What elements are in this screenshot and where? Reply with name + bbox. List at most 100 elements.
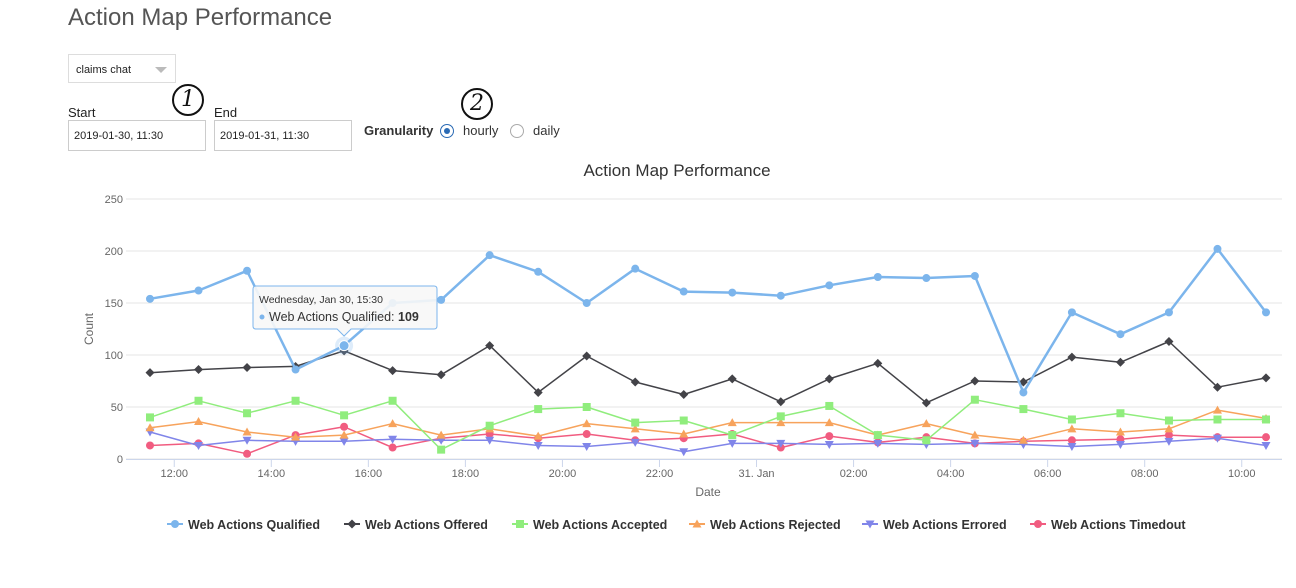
data-point[interactable]: [242, 427, 252, 436]
data-point[interactable]: [679, 429, 689, 438]
data-point[interactable]: [582, 403, 591, 411]
data-point[interactable]: [485, 421, 494, 430]
data-point[interactable]: [485, 341, 495, 351]
data-point[interactable]: [582, 419, 592, 428]
data-point[interactable]: [146, 294, 154, 303]
source-dropdown[interactable]: claims chat: [68, 54, 176, 83]
legend-item[interactable]: Web Actions Offered: [344, 518, 488, 532]
data-point[interactable]: [1067, 424, 1077, 433]
data-point[interactable]: [1262, 308, 1270, 317]
data-point[interactable]: [679, 448, 689, 457]
data-point[interactable]: [146, 441, 154, 450]
data-point[interactable]: [436, 430, 446, 439]
data-point[interactable]: [1067, 436, 1076, 445]
data-point[interactable]: [873, 273, 882, 281]
data-point[interactable]: [824, 418, 834, 427]
data-point[interactable]: [727, 374, 737, 384]
data-point[interactable]: [582, 430, 591, 439]
data-point[interactable]: [533, 441, 543, 450]
data-point[interactable]: [1164, 416, 1173, 425]
data-point[interactable]: [145, 423, 155, 432]
legend-marker[interactable]: [171, 520, 179, 528]
data-point[interactable]: [728, 288, 737, 297]
radio-daily[interactable]: [510, 124, 524, 138]
data-point[interactable]: [242, 362, 252, 372]
data-point[interactable]: [1261, 441, 1271, 450]
data-point[interactable]: [922, 436, 931, 445]
data-point[interactable]: [1164, 308, 1173, 317]
data-point[interactable]: [1067, 308, 1076, 317]
data-point[interactable]: [388, 443, 397, 452]
data-point[interactable]: [194, 365, 204, 375]
legend-item[interactable]: Web Actions Timedout: [1030, 518, 1186, 532]
end-date-input[interactable]: 2019-01-31, 11:30: [214, 120, 352, 151]
data-point[interactable]: [1018, 435, 1028, 444]
data-point[interactable]: [776, 397, 786, 407]
data-point[interactable]: [533, 431, 543, 440]
data-point[interactable]: [388, 419, 398, 428]
data-point[interactable]: [194, 396, 203, 405]
legend-item[interactable]: Web Actions Qualified: [167, 518, 320, 532]
data-point[interactable]: [582, 351, 592, 361]
legend-marker[interactable]: [692, 519, 702, 528]
data-point[interactable]: [825, 432, 834, 441]
data-point[interactable]: [630, 377, 640, 387]
data-point[interactable]: [776, 439, 786, 448]
data-point[interactable]: [582, 299, 591, 307]
data-point[interactable]: [582, 443, 592, 452]
data-point[interactable]: [1261, 373, 1271, 383]
data-point[interactable]: [388, 396, 397, 405]
data-point[interactable]: [873, 439, 883, 448]
data-point[interactable]: [242, 436, 252, 445]
data-point[interactable]: [824, 374, 834, 384]
data-point[interactable]: [970, 439, 980, 448]
data-point[interactable]: [727, 439, 737, 448]
data-point[interactable]: [970, 376, 980, 386]
data-point[interactable]: [1213, 415, 1222, 424]
data-point[interactable]: [1115, 427, 1125, 436]
legend-marker[interactable]: [347, 519, 357, 529]
data-point[interactable]: [873, 358, 883, 368]
data-point[interactable]: [1067, 443, 1077, 452]
data-point[interactable]: [970, 430, 980, 439]
data-point[interactable]: [776, 291, 785, 300]
data-point[interactable]: [437, 445, 446, 454]
data-point[interactable]: [631, 264, 640, 273]
data-point[interactable]: [194, 417, 204, 426]
data-point[interactable]: [436, 436, 446, 445]
data-point[interactable]: [243, 449, 252, 458]
legend-marker[interactable]: [865, 520, 875, 529]
data-point[interactable]: [1019, 405, 1028, 414]
data-point[interactable]: [1067, 352, 1077, 362]
data-point[interactable]: [921, 398, 931, 408]
data-point[interactable]: [825, 281, 834, 290]
data-point[interactable]: [1164, 424, 1174, 433]
legend-marker[interactable]: [1034, 520, 1042, 528]
data-point[interactable]: [970, 395, 979, 404]
data-point[interactable]: [1067, 415, 1076, 424]
hover-point[interactable]: [338, 340, 350, 352]
data-point[interactable]: [436, 370, 446, 380]
data-point[interactable]: [921, 419, 931, 428]
data-point[interactable]: [922, 274, 931, 283]
data-point[interactable]: [339, 430, 349, 439]
data-point[interactable]: [873, 431, 882, 440]
data-point[interactable]: [388, 435, 398, 444]
data-point[interactable]: [1212, 405, 1222, 414]
data-point[interactable]: [1164, 431, 1173, 440]
data-point[interactable]: [1212, 434, 1222, 443]
data-point[interactable]: [534, 405, 543, 414]
data-point[interactable]: [291, 365, 300, 374]
data-point[interactable]: [1164, 437, 1174, 446]
data-point[interactable]: [534, 267, 543, 276]
data-point[interactable]: [291, 432, 301, 441]
data-point[interactable]: [194, 441, 204, 450]
data-point[interactable]: [437, 295, 446, 304]
data-point[interactable]: [824, 440, 834, 449]
data-point[interactable]: [340, 422, 349, 431]
legend-item[interactable]: Web Actions Accepted: [512, 518, 667, 532]
data-point[interactable]: [679, 390, 689, 400]
data-point[interactable]: [533, 387, 543, 397]
data-point[interactable]: [194, 286, 203, 295]
data-point[interactable]: [728, 431, 737, 440]
